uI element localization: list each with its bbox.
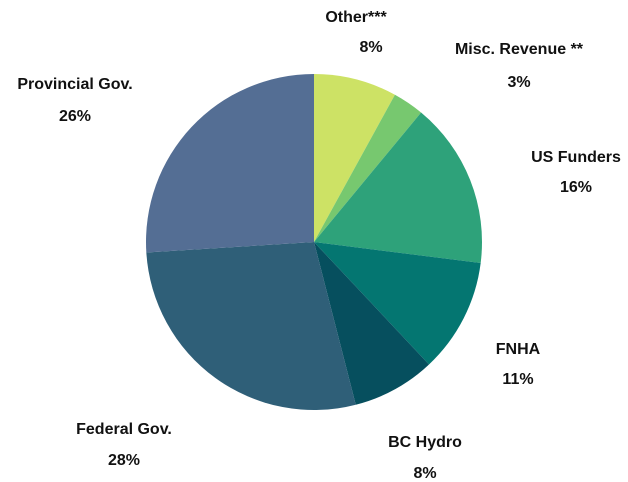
- pie-slice: [314, 242, 481, 365]
- pie-slice: [146, 242, 356, 411]
- slice-value: 28%: [108, 452, 140, 469]
- slice-value: 26%: [59, 108, 91, 125]
- pie-slice: [314, 242, 430, 405]
- slice-label: Federal Gov.: [76, 421, 172, 438]
- slice-label: Provincial Gov.: [17, 76, 132, 93]
- slice-label: Other***: [325, 9, 387, 26]
- slice-value: 16%: [560, 179, 592, 196]
- slice-value: 3%: [507, 74, 530, 91]
- pie-slice: [314, 112, 482, 264]
- pie-slice: [314, 74, 395, 242]
- slice-label: FNHA: [496, 341, 541, 358]
- slice-value: 11%: [502, 371, 533, 388]
- slice-label: BC Hydro: [388, 434, 462, 451]
- pie-slice: [146, 74, 314, 253]
- pie-slice: [314, 94, 422, 242]
- slice-label: Misc. Revenue **: [455, 41, 584, 58]
- slice-value: 8%: [359, 39, 382, 56]
- slice-value: 8%: [413, 465, 436, 482]
- slice-label: US Funders: [531, 149, 621, 166]
